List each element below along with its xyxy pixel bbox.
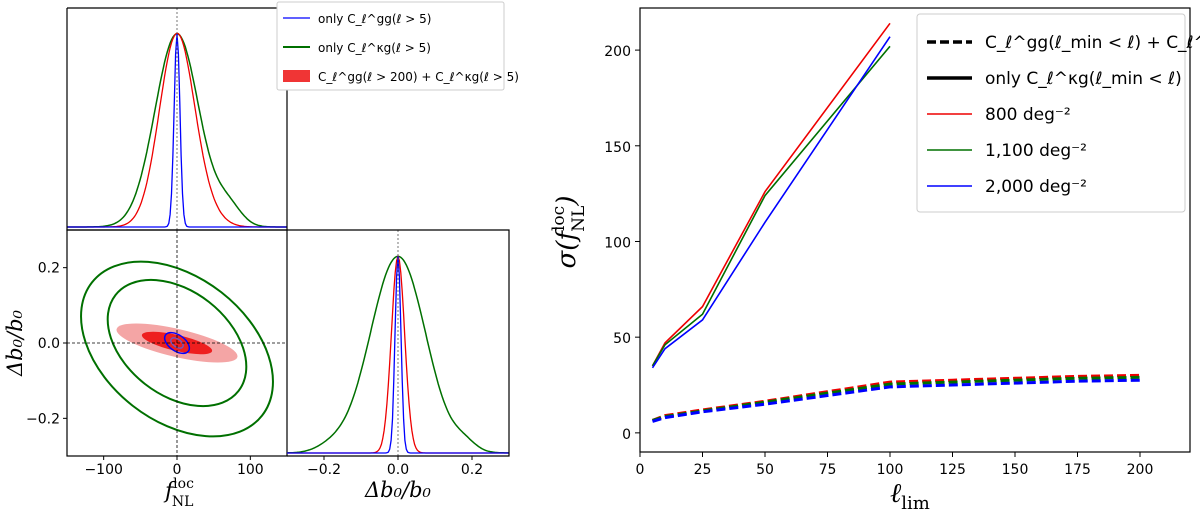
right-legend-label-0: C_ℓ^gg(ℓ_min < ℓ) + C_ℓ^κg	[985, 33, 1200, 53]
joint-x-tick-label: −100	[84, 462, 122, 478]
sigma-vs-lmax-plot: 0 25 50 75 100 125 150 175 200 0 50 100 150 200 ℓlim σ(…	[549, 7, 1200, 512]
right-y-tick-label: 50	[613, 331, 631, 347]
series-dashed-2	[652, 378, 1141, 423]
right-legend-box	[916, 13, 1186, 213]
right-legend: C_ℓ^gg(ℓ_min < ℓ) + C_ℓ^κgonly C_ℓ^κg(ℓ_…	[916, 13, 1200, 213]
legend-label-2: C_ℓ^gg(ℓ > 200) + C_ℓ^κg(ℓ > 5)	[318, 70, 519, 84]
right-y-tick-label: 200	[604, 44, 631, 60]
right-x-label: ℓlim	[890, 478, 930, 512]
right-legend-label-4: 2,000 deg⁻²	[985, 177, 1087, 197]
joint-y-tick-label: −0.2	[26, 411, 60, 427]
right-x-tick-label: 75	[819, 462, 837, 478]
right-y-tick-label: 150	[604, 140, 631, 156]
right-x-tick-label: 25	[694, 462, 712, 478]
right-y-tick-label: 100	[604, 235, 631, 251]
joint-contour-gg-68	[170, 337, 184, 349]
right-legend-label-3: 1,100 deg⁻²	[985, 141, 1087, 161]
joint-panel: −100 0 100 −0.2 0.0 0.2 floc NL Δb₀/b₀	[3, 229, 288, 510]
corner-plot: −100 0 100 −0.2 0.0 0.2 floc NL Δb₀/b₀ −0.2 0.0 0.2…	[3, 1, 519, 510]
corner-legend: only C_ℓ^gg(ℓ > 5) only C_ℓ^κg(ℓ > 5) C_ℓ^…	[276, 1, 519, 91]
legend-label-0: only C_ℓ^gg(ℓ > 5)	[318, 12, 431, 26]
joint-x-tick-label: 0	[173, 462, 182, 478]
right-x-tick-label: 200	[1127, 462, 1154, 478]
joint-y-tick-label: 0.2	[38, 261, 60, 277]
right-x-tick-label: 50	[756, 462, 774, 478]
joint-contour-kg-95	[80, 260, 274, 438]
joint-contour-gg-95	[163, 331, 191, 355]
joint-y-tick-label: 0.0	[38, 336, 60, 352]
b0-x-tick-label: 0.2	[461, 462, 483, 478]
b0-x-tick-label: 0.0	[387, 462, 409, 478]
right-x-tick-label: 125	[939, 462, 966, 478]
fnl-marginal-panel	[66, 7, 288, 231]
series-dashed-0	[651, 373, 1141, 422]
right-x-tick-label: 175	[1064, 462, 1091, 478]
right-x-tick-label: 150	[1002, 462, 1029, 478]
legend-label-1: only C_ℓ^κg(ℓ > 5)	[318, 41, 431, 55]
b0-x-tick-label: −0.2	[307, 462, 341, 478]
series-solid-2	[651, 36, 891, 369]
corner-legend-box	[276, 1, 505, 91]
legend-swatch-2	[283, 70, 310, 82]
joint-x-tick-label: 100	[237, 462, 264, 478]
right-y-label: σ(flocNL)	[549, 195, 589, 268]
joint-y-label: Δb₀/b₀	[3, 309, 27, 377]
right-legend-label-2: 800 deg⁻²	[985, 105, 1071, 125]
right-x-tick-label: 0	[636, 462, 645, 478]
joint-contour-kg-68	[106, 278, 248, 408]
right-legend-label-1: only C_ℓ^κg(ℓ_min < ℓ)	[985, 69, 1182, 89]
b0-marginal-panel: −0.2 0.0 0.2 Δb₀/b₀	[286, 229, 510, 502]
right-y-tick-label: 0	[622, 427, 631, 443]
joint-x-label: floc NL	[163, 476, 194, 510]
series-solid-1	[651, 45, 891, 367]
series-dashed-1	[652, 375, 1141, 422]
right-x-tick-label: 100	[877, 462, 904, 478]
right-frame	[639, 7, 1191, 453]
b0-x-label: Δb₀/b₀	[364, 478, 432, 502]
b0-marginal-curve-gg	[287, 256, 509, 454]
